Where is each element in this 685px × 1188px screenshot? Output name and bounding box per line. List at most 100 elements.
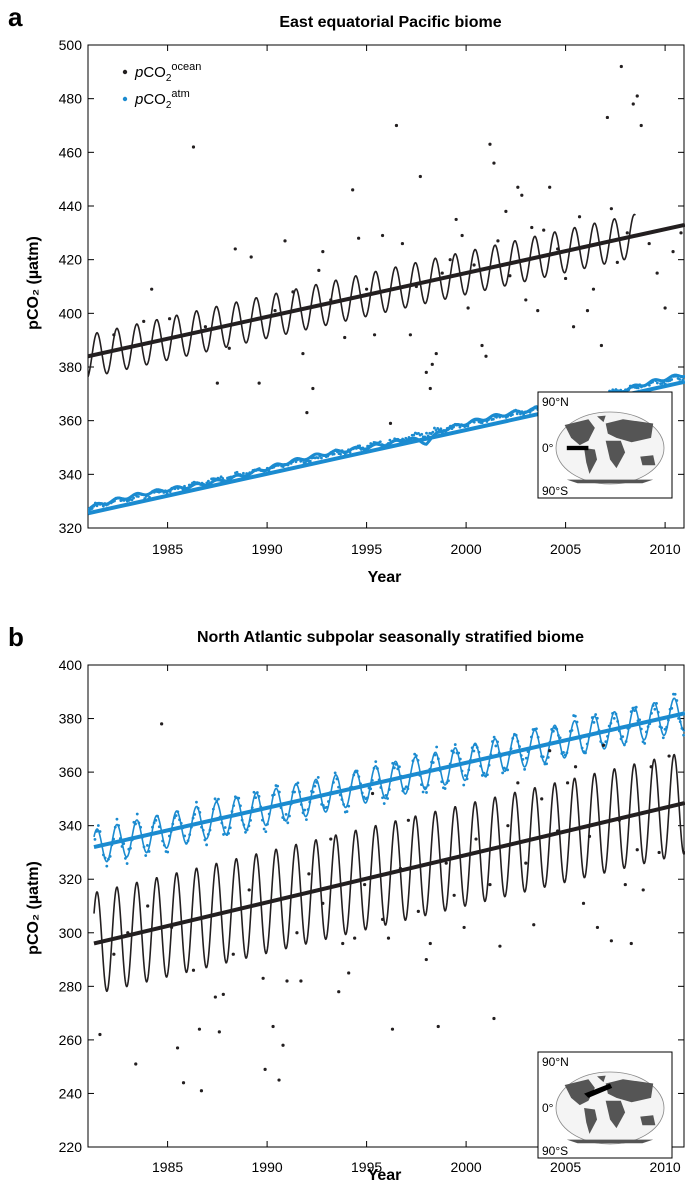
atm-observation-point: [221, 476, 225, 480]
atm-observation-point: [300, 458, 304, 462]
atm-observation-point: [249, 471, 253, 475]
y-tick-label: 320: [59, 520, 83, 536]
x-tick-label: 1995: [351, 1159, 382, 1175]
ocean-observation-point: [291, 290, 295, 294]
atm-observation-point: [651, 704, 655, 707]
biome-region-highlight: [566, 445, 589, 451]
south-america-shape: [584, 1108, 598, 1134]
atm-observation-point: [378, 440, 382, 444]
panel-letter: a: [8, 2, 23, 32]
atm-observation-point: [365, 796, 369, 800]
chart-title: North Atlantic subpolar seasonally strat…: [197, 629, 584, 646]
y-tick-label: 480: [59, 91, 83, 107]
atm-observation-point: [208, 828, 212, 832]
ocean-observation-point: [257, 381, 261, 385]
atm-observation-point: [232, 475, 236, 478]
x-tick-label: 1985: [152, 1159, 183, 1175]
atm-observation-point: [511, 737, 515, 740]
atm-observation-point: [335, 450, 339, 454]
ocean-observation-point: [343, 335, 347, 340]
y-tick-label: 420: [59, 252, 83, 268]
ocean-observation-point: [462, 925, 466, 930]
atm-observation-point: [521, 758, 525, 761]
ocean-observation-point: [337, 990, 341, 994]
greenland-shape: [597, 415, 606, 423]
atm-observation-point: [609, 721, 613, 725]
atm-observation-point: [332, 452, 336, 456]
ocean-observation-point: [436, 1024, 440, 1029]
atm-observation-point: [611, 712, 614, 715]
atm-observation-point: [205, 843, 209, 847]
y-tick-label: 360: [59, 413, 83, 429]
atm-observation-point: [218, 477, 221, 481]
ocean-observation-point: [585, 309, 590, 313]
atm-observation-point: [261, 818, 264, 822]
atm-observation-point: [604, 740, 608, 744]
atm-observation-point: [286, 821, 290, 825]
atm-observation-point: [102, 853, 105, 857]
atm-observation-point: [433, 426, 436, 430]
y-tick-label: 500: [59, 37, 83, 53]
atm-observation-point: [575, 720, 579, 724]
ocean-observation-point: [631, 102, 635, 106]
atm-observation-point: [211, 807, 215, 811]
atm-observation-point: [435, 745, 439, 749]
chart-panel-a: a East equatorial Pacific biome 320 340 360 3…: [8, 2, 685, 586]
atm-observation-point: [124, 857, 127, 860]
atm-observation-point: [184, 842, 188, 845]
y-tick-label: 440: [59, 198, 83, 214]
atm-observation-point: [340, 449, 344, 453]
ocean-observation-point: [285, 979, 289, 983]
atm-observation-point: [90, 507, 94, 510]
atm-observation-point: [167, 834, 171, 838]
map-label-90s: 90°S: [542, 1144, 568, 1158]
ocean-observation-point: [400, 241, 405, 246]
ocean-observation-point: [215, 381, 219, 385]
atm-observation-point: [339, 452, 342, 456]
atm-observation-point: [315, 780, 318, 784]
ocean-observation-point: [329, 298, 333, 302]
atm-observation-point: [496, 740, 499, 744]
x-tick-label: 2000: [451, 1159, 482, 1175]
atm-observation-point: [337, 785, 340, 789]
atm-observation-point: [347, 804, 351, 808]
y-tick-label: 280: [59, 978, 83, 994]
y-tick-label: 400: [59, 305, 83, 321]
ocean-observation-point: [329, 837, 333, 841]
ocean-observation-point: [301, 351, 305, 356]
atm-observation-point: [372, 766, 376, 770]
atm-observation-point: [206, 479, 210, 483]
atm-observation-point: [472, 749, 476, 753]
atm-observation-point: [117, 496, 121, 500]
ocean-observation-point: [516, 185, 520, 189]
atm-observation-point: [357, 775, 361, 779]
atm-observation-point: [534, 405, 538, 408]
atm-observation-point: [95, 504, 99, 508]
ocean-observation-point: [530, 225, 534, 230]
atm-observation-point: [443, 787, 447, 790]
ocean-observation-point: [283, 239, 287, 243]
atm-observation-point: [675, 374, 678, 378]
ocean-observation-point: [365, 287, 369, 291]
atm-observation-point: [220, 821, 224, 825]
atm-seasonal-curve: [93, 697, 685, 863]
y-tick-label: 400: [59, 657, 83, 673]
x-tick-label: 1995: [351, 541, 382, 557]
atm-observation-point: [266, 822, 269, 826]
ocean-observation-point: [247, 888, 251, 892]
atm-observation-point: [614, 712, 618, 716]
ocean-observation-point: [261, 976, 265, 980]
atm-observation-point: [680, 726, 684, 730]
atm-observation-point: [477, 750, 481, 754]
atm-observation-point: [381, 796, 384, 800]
plot-frame: [87, 664, 685, 1148]
atm-observation-point: [355, 447, 358, 450]
ocean-observation-point: [663, 306, 667, 310]
atm-observation-point: [634, 705, 638, 709]
ocean-observation-point: [488, 882, 492, 887]
ocean-observation-point: [167, 317, 172, 321]
map-label-90n: 90°N: [542, 1055, 569, 1069]
atm-observation-point: [213, 797, 217, 801]
atm-observation-point: [599, 740, 603, 743]
plot-area: [93, 692, 685, 1093]
